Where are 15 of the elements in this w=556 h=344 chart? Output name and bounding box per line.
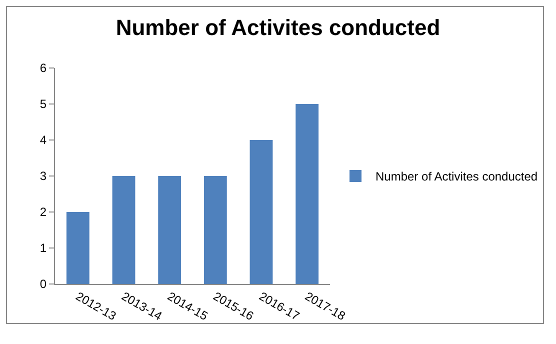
y-tick-label: 3 <box>40 169 47 184</box>
y-tick-label: 0 <box>40 277 47 292</box>
bar <box>296 104 319 284</box>
bar <box>250 140 273 284</box>
chart-title: Number of Activites conducted <box>116 15 440 40</box>
y-tick-label: 1 <box>40 241 47 256</box>
y-tick-label: 4 <box>40 133 47 148</box>
bar <box>66 212 90 284</box>
bar <box>204 176 227 284</box>
y-tick-label: 6 <box>40 61 47 76</box>
y-tick-label: 2 <box>40 205 47 220</box>
y-tick-label: 5 <box>40 97 47 112</box>
bar <box>158 176 182 284</box>
bar <box>112 176 136 284</box>
legend-label: Number of Activites conducted <box>376 170 538 184</box>
